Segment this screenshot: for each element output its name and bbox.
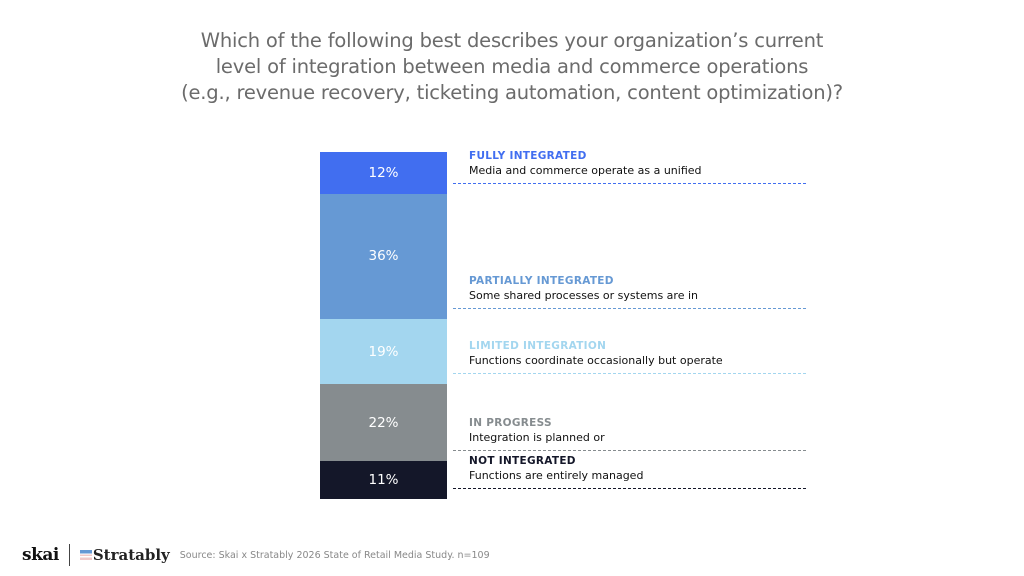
title-line: (e.g., revenue recovery, ticketing autom… (181, 81, 843, 104)
category-description: Media and commerce operate as a unified (469, 163, 702, 177)
leader-line (453, 373, 806, 375)
category-description: Functions are entirely managed (469, 469, 644, 482)
leader-line (453, 182, 806, 184)
data-label: 19% (368, 343, 399, 360)
category-description: Integration is planned or (469, 430, 605, 444)
bar-segment: 22% (320, 384, 447, 461)
title-line: level of integration between media and c… (215, 55, 809, 78)
data-label: 36% (368, 248, 399, 265)
bar-segment: 11% (320, 460, 447, 499)
category-label: LIMITED INTEGRATION (469, 340, 607, 353)
title-line: Which of the following best describes yo… (200, 29, 824, 52)
source-note: Source: Skai x Stratably 2026 State of R… (179, 549, 490, 561)
category-label: PARTIALLY INTEGRATED (469, 274, 614, 287)
category-label: NOT INTEGRATED (469, 455, 576, 467)
leader-line (453, 488, 806, 489)
bar-segment: 12% (320, 152, 447, 194)
data-label: 22% (368, 414, 399, 431)
skai-logo: skai (22, 545, 59, 565)
category-label: IN PROGRESS (469, 416, 552, 429)
data-label: 11% (368, 471, 399, 488)
data-label: 12% (368, 164, 399, 181)
leader-line (453, 307, 806, 309)
category-description: Some shared processes or systems are in (469, 288, 698, 302)
bar-segment: 19% (320, 318, 447, 385)
leader-line (453, 449, 806, 451)
category-label: FULLY INTEGRATED (469, 149, 587, 162)
category-description: Functions coordinate occasionally but op… (469, 354, 723, 368)
chart-title: Which of the following best describes yo… (0, 28, 1024, 106)
stratably-logo-icon (79, 550, 92, 560)
divider (68, 544, 70, 566)
footer: skai Stratably Source: Skai x Stratably … (22, 543, 490, 567)
stratably-logo: Stratably (79, 546, 170, 564)
stratably-logo-text: Stratably (92, 546, 170, 564)
bar-segment: 36% (320, 193, 447, 319)
